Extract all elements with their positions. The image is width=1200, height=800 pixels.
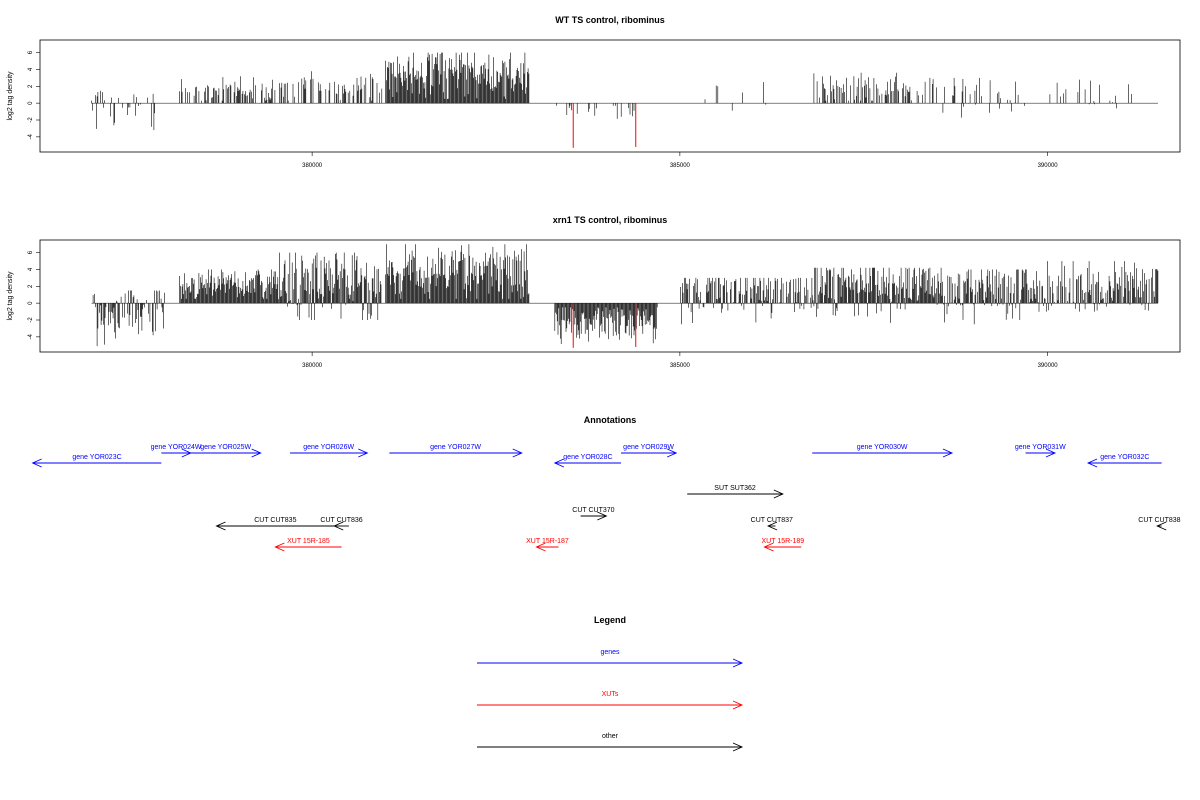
y-tick-label: -4 — [28, 134, 34, 140]
annotation-arrow — [274, 542, 342, 552]
y-tick-label: 4 — [28, 67, 34, 71]
annotation-arrow — [763, 542, 802, 552]
legend-arrow — [477, 742, 744, 752]
y-tick-label: 4 — [28, 267, 34, 271]
wt-panel-title: WT TS control, ribominus — [555, 15, 665, 25]
annotation-label: CUT CUT370 — [572, 507, 614, 514]
annotation-arrow — [687, 489, 784, 499]
annotation-label: gene YOR027W — [430, 444, 481, 451]
annotation-label: gene YOR025W — [200, 444, 251, 451]
x-tick-label: 390000 — [1038, 363, 1059, 369]
annotation-label: gene YOR029W — [623, 444, 674, 451]
xrn1-signal-bars — [92, 244, 1159, 347]
legend-arrow — [477, 658, 744, 668]
wt-highlight-bars — [572, 103, 637, 148]
wt-y-axis: -4 -2 0 2 4 6 — [28, 50, 40, 140]
y-tick-label: -4 — [28, 334, 34, 340]
y-tick-label: 2 — [28, 284, 34, 288]
legend-arrow — [477, 700, 744, 710]
x-tick-label: 385000 — [670, 363, 691, 369]
x-tick-label: 385000 — [670, 163, 691, 169]
annotation-label: CUT CUT835 — [254, 517, 296, 524]
annotation-arrow — [290, 448, 369, 458]
annotation-arrow — [580, 511, 608, 521]
wt-plot-frame — [39, 39, 1181, 153]
y-tick-label: -2 — [28, 317, 34, 323]
annotation-label: gene YOR030W — [857, 444, 908, 451]
annotation-arrow — [1156, 521, 1167, 531]
annotation-label: gene YOR031W — [1015, 444, 1066, 451]
annotation-label: XUT 15R-189 — [762, 538, 805, 545]
x-tick-label: 380000 — [302, 163, 323, 169]
x-tick-label: 380000 — [302, 363, 323, 369]
xrn1-highlight-bars — [572, 303, 637, 348]
y-tick-label: 0 — [28, 101, 34, 105]
legend-label: other — [602, 733, 619, 740]
annotation-arrow — [161, 448, 192, 458]
y-tick-label: 6 — [28, 50, 34, 54]
wt-signal-bars — [91, 52, 1132, 131]
annotation-arrow — [621, 448, 678, 458]
xrn1-y-axis: -4 -2 0 2 4 6 — [28, 250, 40, 340]
annotation-label: gene YOR028C — [563, 454, 612, 461]
annotation-label: CUT CUT838 — [1138, 517, 1180, 524]
annotation-label: gene YOR024W — [151, 444, 202, 451]
legend-title: Legend — [594, 615, 626, 625]
y-tick-label: 6 — [28, 250, 34, 254]
annotation-label: XUT 15R-187 — [526, 538, 569, 545]
annotation-arrow — [1086, 458, 1162, 468]
annotation-arrow — [812, 448, 954, 458]
xrn1-signal-panel: xrn1 TS control, ribominus -4 -2 0 2 4 6 3800… — [7, 215, 1181, 369]
annotation-label: XUT 15R-185 — [287, 538, 330, 545]
annotation-arrow — [389, 448, 523, 458]
legend-label: XUTs — [602, 691, 619, 698]
annotation-label: SUT SUT362 — [714, 485, 756, 492]
annotation-arrow — [190, 448, 262, 458]
xrn1-x-axis: 380000 385000 390000 — [302, 352, 1058, 369]
wt-signal-panel: WT TS control, ribominus -4 -2 0 2 4 6 380000… — [7, 15, 1181, 169]
legend: Legend genes XUTs other — [477, 615, 744, 752]
x-tick-label: 390000 — [1038, 163, 1059, 169]
y-tick-label: 2 — [28, 84, 34, 88]
xrn1-panel-title: xrn1 TS control, ribominus — [553, 215, 668, 225]
annotation-arrow — [1025, 448, 1057, 458]
annotation-label: gene YOR023C — [72, 454, 121, 461]
legend-entries: genes XUTs other — [477, 649, 744, 752]
xrn1-y-axis-label: log2 tag density — [7, 271, 14, 321]
legend-label: genes — [600, 649, 620, 656]
annotation-arrow — [553, 458, 622, 468]
wt-x-axis: 380000 385000 390000 — [302, 152, 1058, 169]
wt-y-axis-label: log2 tag density — [7, 71, 14, 121]
y-tick-label: -2 — [28, 117, 34, 123]
annotation-label: gene YOR032C — [1100, 454, 1149, 461]
annotation-arrow — [333, 521, 349, 531]
y-tick-label: 0 — [28, 301, 34, 305]
annotation-label: CUT CUT837 — [751, 517, 793, 524]
annotation-label: CUT CUT836 — [320, 517, 362, 524]
annotation-arrow — [535, 542, 559, 552]
annotations-title: Annotations — [584, 415, 637, 425]
annotation-arrow — [215, 521, 335, 531]
annotation-label: gene YOR026W — [303, 444, 354, 451]
annotation-arrow — [31, 458, 162, 468]
annotation-arrow — [767, 521, 778, 531]
xrn1-plot-frame — [39, 239, 1181, 353]
